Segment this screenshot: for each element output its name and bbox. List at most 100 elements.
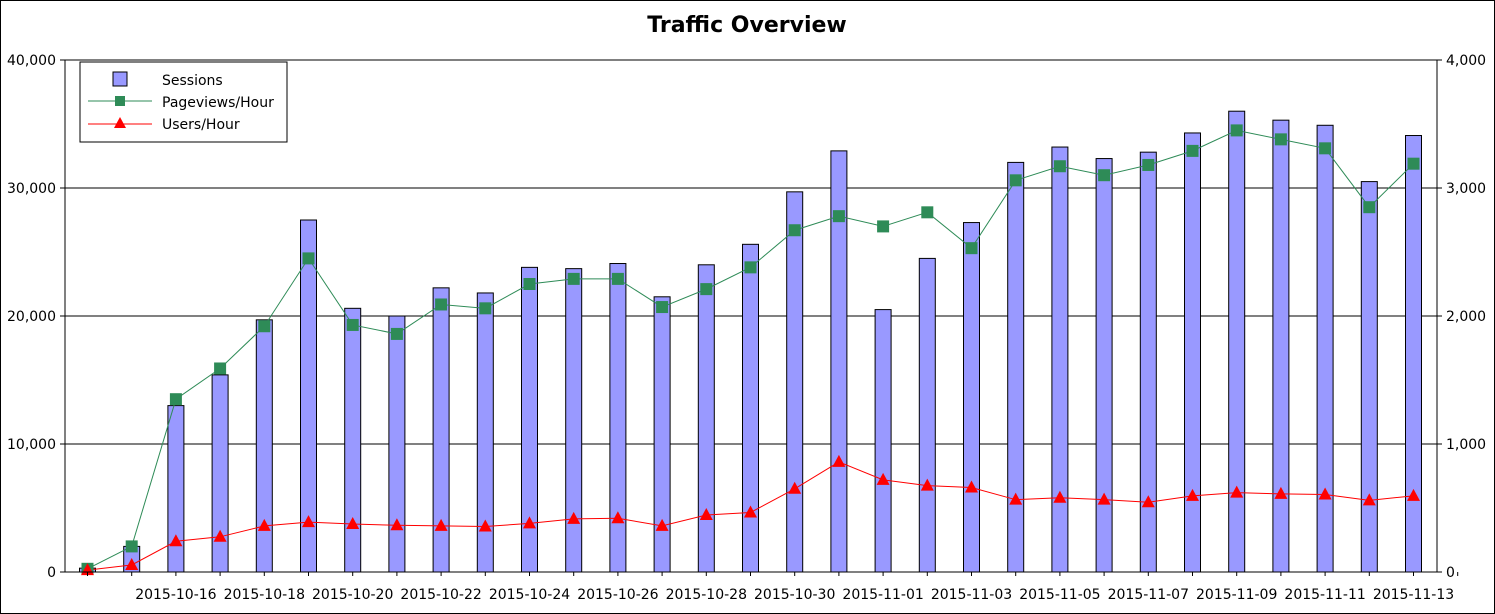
sessions-bar [1051, 146, 1069, 573]
x-axis-tick-label: 2015-10-22 [400, 587, 481, 603]
right-axis-tick-label: 3,000 [1446, 181, 1486, 197]
users-marker [478, 519, 492, 532]
left-axis-tick-label: 10,000 [7, 437, 56, 453]
users-marker [1053, 490, 1067, 503]
x-axis-tick-label: 2015-11-07 [1108, 587, 1189, 603]
pageviews-marker [435, 298, 448, 311]
pageviews-marker [125, 540, 138, 553]
sessions-bar [1272, 119, 1290, 573]
pageviews-marker [744, 261, 757, 274]
sessions-bar [1316, 124, 1334, 573]
pageviews-marker [302, 252, 315, 265]
legend-users-marker [114, 117, 126, 128]
x-axis-tick-label: 2015-11-09 [1196, 587, 1277, 603]
sessions-bar [963, 222, 980, 573]
users-marker [655, 518, 669, 531]
pageviews-marker [214, 362, 227, 375]
users-marker [920, 478, 934, 491]
sessions-bar [918, 257, 936, 573]
left-axis-tick-label: 0 [47, 565, 56, 581]
sessions-bar [697, 264, 715, 573]
pageviews-marker [1186, 144, 1199, 157]
legend-users-label: Users/Hour [162, 117, 240, 133]
sessions-bar [1095, 158, 1113, 573]
sessions-bar [167, 405, 185, 573]
x-axis-tick-label: 2015-11-11 [1284, 587, 1365, 603]
users-marker [346, 517, 360, 529]
pageviews-marker [1142, 158, 1155, 171]
x-axis-tick-label: 2015-10-16 [135, 587, 216, 603]
users-marker [1407, 488, 1420, 501]
legend-pageviews-marker [115, 96, 125, 106]
x-axis-tick-label: 2015-10-24 [489, 587, 570, 603]
pageviews-marker [479, 302, 492, 315]
x-axis-tick-label: 2015-10-28 [666, 587, 747, 603]
chart-title: Traffic Overview [647, 13, 846, 38]
users-marker [832, 454, 846, 467]
pageviews-marker [1230, 124, 1243, 137]
pageviews-marker [700, 283, 713, 296]
pageviews-marker [832, 210, 845, 223]
users-marker [788, 481, 802, 494]
sessions-bar [211, 374, 229, 573]
pageviews-marker [877, 220, 890, 233]
sessions-bar [1405, 135, 1422, 573]
x-axis-tick-label: 2015-10-26 [577, 587, 658, 603]
pageviews-marker [1098, 169, 1111, 182]
users-marker [213, 529, 227, 542]
pageviews-marker [346, 318, 359, 331]
users-marker [1186, 488, 1199, 501]
right-axis-tick-label: 1,000 [1446, 437, 1486, 453]
sessions-bar [388, 315, 406, 573]
users-marker [965, 480, 978, 493]
legend-pageviews-label: Pageviews/Hour [162, 95, 274, 111]
sessions-bar [786, 191, 804, 573]
right-axis-tick-labels: 0 1,000 2,000 3,000 4,000 [1446, 53, 1486, 581]
pageviews-marker [611, 272, 624, 285]
right-axis-tick-label: 0 [1446, 565, 1455, 581]
users-marker [169, 534, 183, 547]
users-marker [876, 472, 890, 485]
sessions-bar [1184, 132, 1201, 573]
pageviews-marker [656, 301, 669, 314]
x-axis-tick-label: 2015-10-18 [224, 587, 305, 603]
users-marker [1097, 492, 1111, 505]
users-marker [744, 505, 757, 518]
pageviews-marker [523, 278, 536, 290]
pageviews-marker [567, 272, 580, 285]
x-axis-tick-labels: 2015-10-16 2015-10-18 2015-10-20 2015-10-22… [135, 587, 1454, 603]
left-axis-tick-labels: 0 10,000 20,000 30,000 40,000 [7, 53, 56, 581]
x-axis-tick-label: 2015-10-20 [312, 587, 393, 603]
x-axis-tick-label: 2015-10-30 [754, 587, 835, 603]
users-marker [434, 518, 448, 531]
users-marker [390, 518, 404, 531]
users-marker [302, 515, 315, 528]
pageviews-marker [258, 320, 271, 333]
sessions-bar [1007, 161, 1025, 573]
pageviews-marker [1053, 160, 1066, 173]
right-axis-tick-label: 4,000 [1446, 53, 1486, 69]
sessions-bar [255, 319, 273, 573]
x-axis-tick-label: 2015-11-05 [1019, 587, 1100, 603]
sessions-bar [344, 307, 362, 573]
pageviews-marker [1363, 201, 1376, 214]
users-marker [1318, 487, 1332, 500]
users-marker [699, 508, 713, 521]
sessions-bar [1228, 110, 1246, 573]
left-axis-tick-label: 20,000 [7, 309, 56, 325]
pageviews-marker [1407, 157, 1420, 170]
pageviews-marker [1319, 142, 1332, 155]
sessions-bar [742, 243, 759, 573]
x-axis-tick-label: 2015-11-01 [842, 587, 923, 603]
pageviews-marker [788, 224, 801, 237]
series-markers [81, 124, 1420, 576]
users-marker [125, 557, 139, 570]
left-axis-tick-label: 30,000 [7, 181, 56, 197]
users-marker [567, 511, 581, 524]
right-axis-tick-label: 2,000 [1446, 309, 1486, 325]
x-axis-tick-label: 2015-11-03 [931, 587, 1012, 603]
legend-sessions-swatch [112, 71, 128, 87]
pageviews-marker [390, 327, 403, 340]
users-marker [1230, 485, 1244, 498]
